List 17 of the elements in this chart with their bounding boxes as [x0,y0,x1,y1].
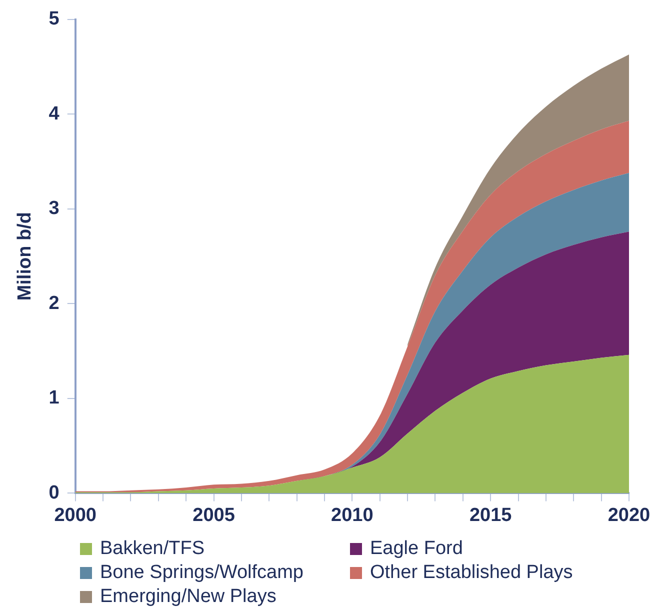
x-tick-label: 2005 [192,504,236,526]
y-tick-label: 5 [48,8,60,30]
legend-label: Bakken/TFS [100,538,205,560]
y-tick-label: 3 [48,198,60,220]
y-tick-label: 1 [48,388,60,409]
y-tick-label: 4 [48,103,60,124]
legend-label: Eagle Ford [370,538,463,560]
y-axis-title: Milion b/d [14,212,36,301]
x-tick-label: 2015 [469,504,512,526]
x-tick-label: 2020 [608,504,650,526]
legend-label: Emerging/New Plays [100,586,276,608]
y-tick-label: 0 [48,482,60,504]
x-tick-label: 2000 [54,504,97,526]
legend-label: Bone Springs/Wolfcamp [100,562,304,584]
legend-label: Other Established Plays [370,562,573,584]
y-tick-label: 2 [48,292,60,314]
x-tick-label: 2010 [331,504,374,526]
